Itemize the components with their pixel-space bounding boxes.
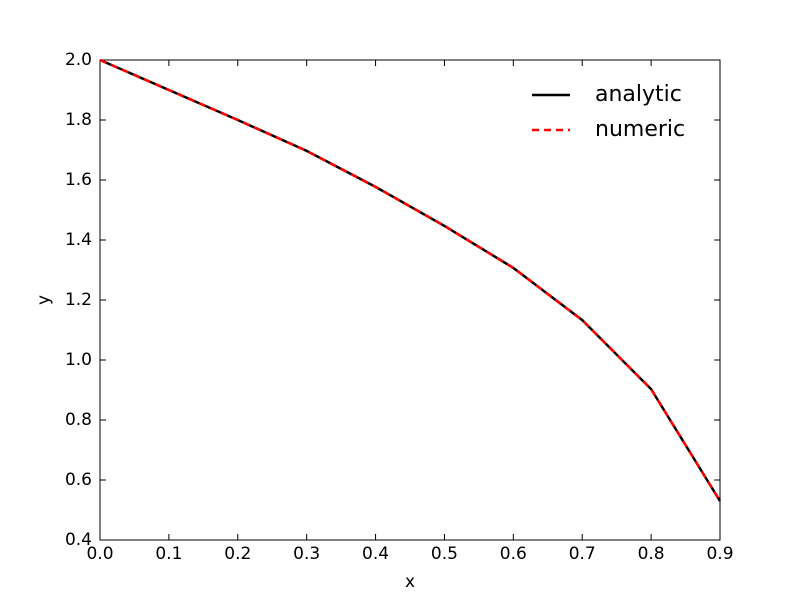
y-tick-label: 0.8 xyxy=(65,410,92,430)
data-line xyxy=(99,58,722,502)
x-tick-label: 0.1 xyxy=(155,544,182,564)
x-tick-label: 0.4 xyxy=(362,544,389,564)
y-tick-label: 2.0 xyxy=(65,50,92,70)
x-tick-label: 0.7 xyxy=(569,544,596,564)
x-tick-label: 0.6 xyxy=(500,544,527,564)
y-tick-label: 1.8 xyxy=(65,110,92,130)
x-tick-label: 0.8 xyxy=(638,544,665,564)
legend-label: numeric xyxy=(595,117,685,142)
x-tick-label: 0.5 xyxy=(431,544,458,564)
y-tick-label: 1.6 xyxy=(65,170,92,190)
y-axis-label: y xyxy=(34,295,54,305)
y-tick-label: 0.6 xyxy=(65,470,92,490)
y-tick-label: 1.4 xyxy=(65,230,92,250)
x-tick-label: 0.9 xyxy=(706,544,733,564)
legend-label: analytic xyxy=(595,82,682,107)
x-tick-label: 0.3 xyxy=(293,544,320,564)
y-tick-label: 1.2 xyxy=(65,290,92,310)
x-axis-label: x xyxy=(405,572,415,592)
x-tick-label: 0.0 xyxy=(86,544,113,564)
y-tick-label: 1.0 xyxy=(65,350,92,370)
y-tick-label: 0.4 xyxy=(65,530,92,550)
x-tick-label: 0.2 xyxy=(224,544,251,564)
